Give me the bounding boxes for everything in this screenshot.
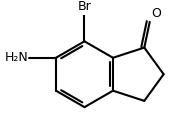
Text: O: O (152, 7, 161, 20)
Text: Br: Br (78, 1, 91, 14)
Text: H₂N: H₂N (4, 51, 28, 64)
